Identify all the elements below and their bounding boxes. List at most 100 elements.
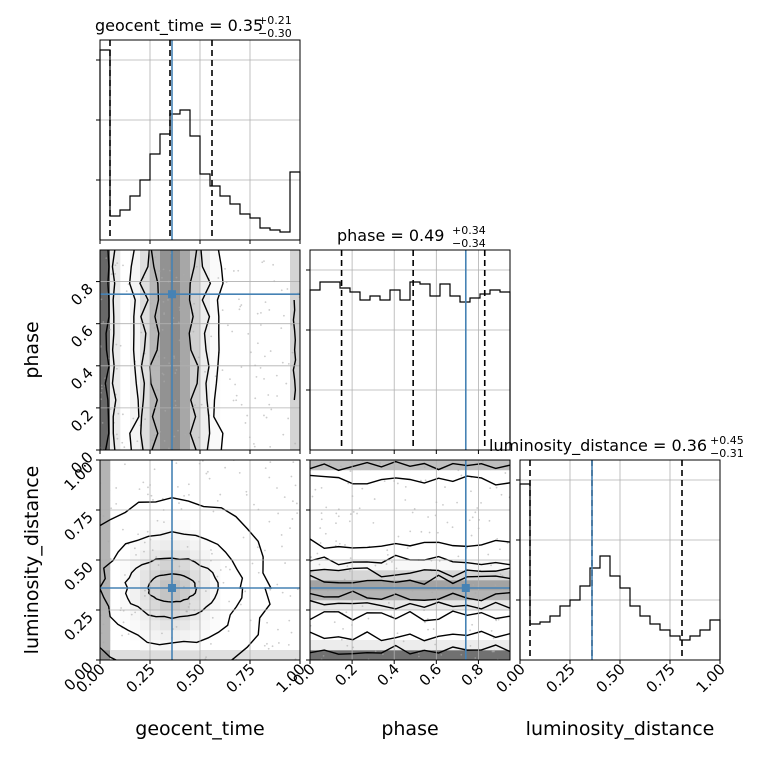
density-cell	[100, 360, 111, 371]
density-cell	[100, 300, 111, 311]
sample-point	[263, 378, 265, 380]
density-cell	[150, 440, 161, 450]
density-cell	[340, 560, 351, 571]
density-cell	[130, 250, 141, 261]
density-cell	[190, 350, 201, 361]
sample-point	[471, 516, 474, 519]
density-cell	[380, 580, 391, 591]
density-cell	[190, 640, 201, 651]
sample-point	[397, 535, 400, 538]
density-cell	[150, 580, 161, 591]
density-cell	[490, 560, 501, 571]
density-cell	[150, 340, 161, 351]
sample-point	[474, 511, 477, 514]
density-cell	[260, 650, 271, 660]
density-cell	[480, 640, 491, 651]
sample-point	[474, 592, 477, 594]
density-cell	[160, 310, 171, 321]
sample-point	[216, 499, 219, 502]
density-cell	[100, 650, 111, 660]
sample-point	[381, 582, 384, 585]
density-cell	[140, 270, 151, 281]
sample-point	[136, 440, 139, 443]
density-cell	[190, 320, 201, 331]
sample-point	[474, 657, 477, 659]
density-cell	[170, 250, 181, 261]
density-cell	[150, 570, 161, 581]
sample-point	[340, 638, 343, 641]
sample-point	[146, 530, 149, 533]
sample-point	[198, 436, 200, 439]
density-cell	[180, 260, 191, 271]
sample-point	[349, 513, 352, 515]
sample-point	[269, 350, 272, 352]
sample-point	[204, 590, 207, 592]
density-cell	[190, 630, 201, 641]
sample-point	[109, 408, 112, 411]
sample-point	[269, 461, 272, 463]
contour-line	[104, 250, 110, 450]
sample-point	[157, 564, 160, 566]
sample-point	[260, 324, 262, 326]
sample-point	[396, 482, 399, 485]
sample-point	[252, 442, 255, 445]
density-cell	[100, 600, 111, 611]
sample-point	[127, 283, 130, 286]
sample-point	[266, 642, 268, 645]
sample-point	[263, 355, 266, 358]
sample-point	[490, 564, 492, 567]
sample-point	[183, 585, 185, 588]
density-cell	[430, 460, 441, 471]
density-cell	[330, 570, 341, 581]
density-cell	[100, 340, 111, 351]
sample-point	[144, 418, 146, 421]
density-cell	[140, 650, 151, 660]
sample-point	[495, 486, 498, 489]
sample-point	[267, 394, 270, 396]
density-cell	[210, 430, 221, 441]
sample-point	[125, 290, 128, 293]
density-cell	[180, 390, 191, 401]
sample-point	[290, 475, 293, 478]
density-cell	[150, 520, 161, 531]
density-cell	[480, 600, 491, 611]
sample-point	[221, 309, 224, 312]
density-cell	[290, 250, 300, 261]
sample-point	[150, 494, 153, 497]
sample-point	[142, 481, 145, 484]
density-cell	[210, 370, 221, 381]
density-cell	[190, 440, 201, 450]
sample-point	[319, 527, 322, 529]
density-cell	[420, 460, 431, 471]
sample-point	[225, 566, 227, 568]
density-cell	[100, 460, 111, 471]
density-cell	[170, 620, 181, 631]
density-cell	[160, 370, 171, 381]
h1-frame	[309, 249, 511, 451]
xtick-label-luminosity_distance: 0.75	[642, 660, 678, 696]
sample-point	[205, 472, 208, 475]
sample-point	[174, 404, 177, 407]
sample-point	[161, 632, 163, 635]
sample-point	[206, 470, 209, 473]
sample-point	[177, 321, 180, 324]
contour-line	[146, 573, 198, 603]
density-cell	[160, 580, 171, 591]
density-cell	[160, 360, 171, 371]
density-cell	[160, 420, 171, 431]
truth-marker	[168, 584, 176, 592]
density-cell	[390, 580, 401, 591]
density-cell	[100, 500, 111, 511]
density-cell	[350, 640, 361, 651]
density-cell	[140, 570, 151, 581]
density-cell	[130, 440, 141, 450]
contour-line	[310, 644, 510, 655]
density-cell	[110, 350, 121, 361]
density-cell	[390, 460, 401, 471]
density-cell	[190, 390, 201, 401]
sample-point	[104, 377, 107, 380]
density-cell	[180, 560, 191, 571]
density-cell	[320, 560, 331, 571]
density-cell	[100, 280, 111, 291]
density-cell	[110, 330, 121, 341]
